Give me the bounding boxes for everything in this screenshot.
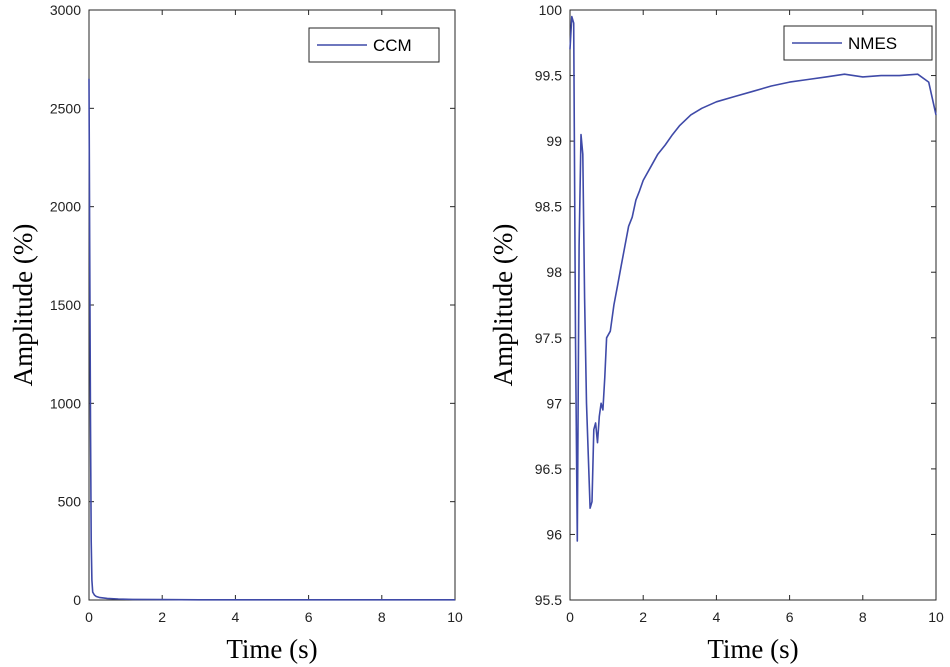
y-tick-label: 2000 [50, 199, 81, 215]
y-tick-label: 98 [546, 264, 562, 280]
x-tick-label: 4 [713, 609, 721, 625]
y-tick-label: 97.5 [535, 330, 562, 346]
series-line-ccm [88, 78, 455, 601]
nmes-chart: 95.5 96 96.5 97 97.5 98 98.5 99 99.5 100 0 2 4 6 8 10 Ti… [488, 2, 944, 664]
x-tick-label: 6 [305, 609, 313, 625]
x-tick-label: 8 [859, 609, 867, 625]
y-tick-label: 99.5 [535, 68, 562, 84]
x-tick-label: 2 [158, 609, 166, 625]
y-tick-label: 96 [546, 526, 562, 542]
y-tick-label: 0 [73, 592, 81, 608]
y-axis-label: Amplitude (%) [8, 224, 38, 387]
x-tick-label: 10 [928, 609, 944, 625]
ccm-chart: 0 500 1000 1500 2000 2500 3000 0 2 4 6 8 10 Time (s) A… [8, 2, 463, 664]
legend: CCM [308, 27, 440, 63]
y-tick-label: 98.5 [535, 199, 562, 215]
x-tick-label: 10 [447, 609, 463, 625]
plot-frame [88, 9, 456, 601]
y-tick-label: 1500 [50, 297, 81, 313]
x-tick-label: 0 [85, 609, 93, 625]
y-tick-label: 1000 [50, 395, 81, 411]
x-tick-label: 6 [786, 609, 794, 625]
y-axis-label: Amplitude (%) [488, 224, 518, 387]
y-tick-label: 2500 [50, 100, 81, 116]
y-tick-label: 100 [539, 2, 563, 18]
x-tick-label: 8 [378, 609, 386, 625]
y-tick-label: 96.5 [535, 461, 562, 477]
x-tick-label: 4 [232, 609, 240, 625]
x-axis-label: Time (s) [707, 634, 798, 664]
y-tick-label: 95.5 [535, 592, 562, 608]
x-tick-label: 2 [639, 609, 647, 625]
plot-frame [569, 9, 937, 601]
x-tick-label: 0 [566, 609, 574, 625]
legend-label: NMES [848, 34, 897, 53]
legend: NMES [783, 25, 933, 61]
y-tick-label: 99 [546, 133, 562, 149]
y-tick-label: 500 [58, 494, 82, 510]
series-line-nmes [569, 15, 937, 542]
legend-label: CCM [373, 36, 412, 55]
x-axis-label: Time (s) [226, 634, 317, 664]
y-tick-label: 97 [546, 395, 562, 411]
y-tick-label: 3000 [50, 2, 81, 18]
